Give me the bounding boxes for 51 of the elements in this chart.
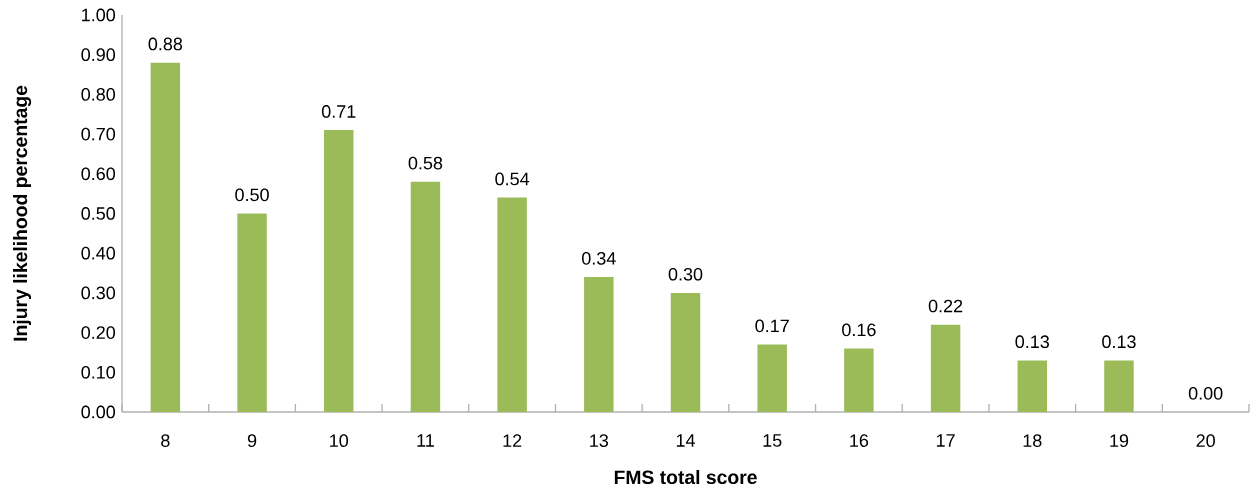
data-label: 0.54: [495, 172, 530, 186]
bar: [1017, 360, 1048, 412]
y-tick-label: 0.20: [81, 326, 116, 339]
y-tick-label: 0.70: [81, 127, 116, 141]
x-tick-label: 10: [330, 434, 349, 447]
x-tick-label: 17: [936, 434, 955, 447]
data-label: 0.58: [408, 156, 443, 170]
bar: [670, 292, 701, 412]
y-tick-label: 0.90: [81, 48, 116, 62]
x-tick-label: 11: [417, 434, 434, 447]
x-tick-label: 20: [1196, 434, 1215, 447]
data-label: 0.16: [842, 323, 876, 337]
y-tick-label: 0.00: [81, 405, 116, 419]
y-tick-label: 0.40: [81, 246, 116, 260]
x-tick-label: 14: [676, 434, 695, 447]
bar: [930, 324, 961, 412]
x-tick-label: 9: [247, 434, 257, 447]
data-label: 0.00: [1188, 386, 1223, 400]
bar: [497, 197, 527, 412]
data-label: 0.50: [235, 188, 269, 202]
y-tick-label: 1.00: [82, 8, 116, 22]
y-tick-label: 0.10: [81, 365, 116, 379]
data-label: 0.13: [1015, 335, 1049, 349]
y-tick-label: 0.50: [81, 207, 116, 220]
x-tick-label: 15: [763, 434, 782, 447]
data-label: 0.71: [321, 105, 356, 118]
data-label: 0.22: [928, 299, 963, 313]
x-tick-label: 12: [503, 434, 522, 447]
data-label: 0.17: [755, 319, 789, 333]
y-tick-label: 0.30: [81, 286, 116, 300]
bar: [1104, 360, 1134, 412]
x-tick-label: 13: [590, 434, 609, 447]
y-axis-title: Injury likelihood percentage: [13, 85, 32, 341]
data-label: 0.88: [148, 37, 183, 51]
x-tick-label: 18: [1023, 434, 1042, 447]
bar: [584, 277, 614, 412]
x-tick-label: 8: [161, 434, 170, 447]
bar: [237, 213, 267, 412]
bar: [844, 348, 874, 412]
x-tick-label: 19: [1110, 434, 1129, 447]
y-tick-label: 0.80: [81, 88, 116, 101]
bar: [324, 130, 354, 412]
x-tick-label: 16: [850, 434, 869, 447]
bar: [150, 62, 181, 412]
x-axis-title: FMS total score: [614, 469, 757, 484]
bar: [410, 181, 441, 412]
data-label: 0.30: [668, 267, 703, 281]
data-label: 0.34: [582, 252, 616, 265]
bar: [757, 344, 787, 412]
data-label: 0.13: [1102, 335, 1136, 349]
y-tick-label: 0.60: [81, 167, 116, 181]
